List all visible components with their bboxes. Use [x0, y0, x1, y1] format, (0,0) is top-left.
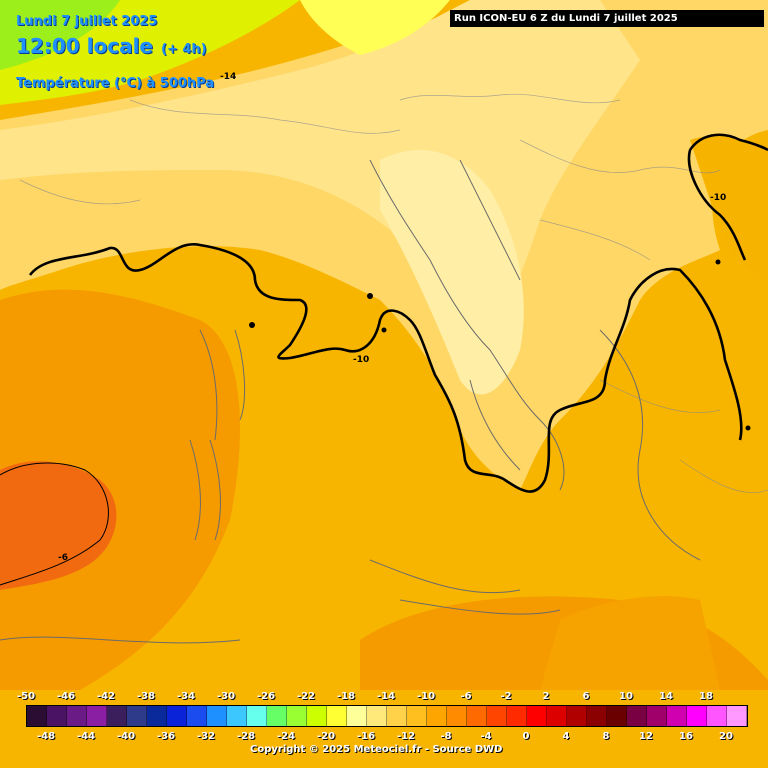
legend-bottom-label: -40 [116, 731, 136, 742]
legend-swatch [27, 706, 47, 726]
legend-top-label: -2 [500, 691, 512, 702]
warm-blob-west [0, 461, 117, 590]
legend-bottom-label: -20 [316, 731, 336, 742]
legend-bottom-label: -16 [356, 731, 376, 742]
legend-swatch [107, 706, 127, 726]
legend-top-label: -10 [416, 691, 436, 702]
legend-swatch [227, 706, 247, 726]
legend-bottom-label: -24 [276, 731, 296, 742]
cool-area-adriatic [380, 150, 524, 395]
legend-swatch [167, 706, 187, 726]
legend-swatch [67, 706, 87, 726]
legend-bottom-label: -28 [236, 731, 256, 742]
legend-swatch [547, 706, 567, 726]
legend-swatch [367, 706, 387, 726]
legend-top-label: 18 [699, 691, 713, 702]
legend-swatch [567, 706, 587, 726]
legend-swatch [147, 706, 167, 726]
coastlines [0, 159, 701, 644]
map-dots [249, 259, 751, 431]
legend-swatch [627, 706, 647, 726]
legend-swatch [247, 706, 267, 726]
legend-swatch [287, 706, 307, 726]
run-info-banner: Run ICON-EU 6 Z du Lundi 7 juillet 2025 [450, 10, 764, 27]
legend-top-label: -26 [256, 691, 276, 702]
legend-swatch [687, 706, 707, 726]
legend-top-label: -50 [16, 691, 36, 702]
legend-bottom-label: -48 [36, 731, 56, 742]
legend-top-label: -42 [96, 691, 116, 702]
legend-bottom-label: 12 [639, 731, 653, 742]
contour-label: -10 [353, 355, 370, 365]
borders [19, 93, 768, 494]
legend-swatch [647, 706, 667, 726]
legend-top-label: 10 [619, 691, 633, 702]
cold-area-north [300, 0, 450, 55]
legend-swatch [187, 706, 207, 726]
legend-swatch [327, 706, 347, 726]
legend-swatch [587, 706, 607, 726]
legend-swatch [727, 706, 747, 726]
warm-area-west [0, 289, 240, 690]
isotherm-minus-10-east [687, 133, 768, 261]
legend-swatch [527, 706, 547, 726]
legend-top-label: -18 [336, 691, 356, 702]
legend-swatch [467, 706, 487, 726]
map-date-title: Lundi 7 juillet 2025 [16, 14, 158, 29]
legend-swatch [87, 706, 107, 726]
legend-bottom-label: -32 [196, 731, 216, 742]
legend-top-label: 14 [659, 691, 673, 702]
map-parameter-title: Température (°C) à 500hPa [16, 76, 215, 91]
legend-bottom-label: 8 [602, 731, 610, 742]
contour-label: -10 [710, 193, 727, 203]
hour-label: 12:00 locale [16, 34, 153, 58]
legend-bottom-label: -4 [480, 731, 492, 742]
legend-top-label: -14 [376, 691, 396, 702]
legend-top-label: -46 [56, 691, 76, 702]
legend-swatch [487, 706, 507, 726]
contour-label: -14 [220, 72, 237, 82]
cold-area-corner [0, 0, 120, 70]
copyright-text: Copyright © 2025 Meteociel.fr - Source D… [250, 744, 503, 755]
legend-swatch [427, 706, 447, 726]
legend-top-label: -22 [296, 691, 316, 702]
legend-bottom-label: 4 [562, 731, 570, 742]
legend-bottom-label: -36 [156, 731, 176, 742]
legend-swatch [407, 706, 427, 726]
warm-area-east [690, 135, 768, 280]
legend-swatch [447, 706, 467, 726]
legend-swatch [307, 706, 327, 726]
legend-swatch [667, 706, 687, 726]
legend-top-label: 6 [582, 691, 590, 702]
legend-swatch [387, 706, 407, 726]
legend-swatch [267, 706, 287, 726]
legend-swatch [207, 706, 227, 726]
isotherm-minus-10 [28, 243, 743, 493]
legend-bottom-label: 20 [719, 731, 733, 742]
legend-top-label: 2 [542, 691, 550, 702]
legend-swatch [707, 706, 727, 726]
legend-bottom-label: -12 [396, 731, 416, 742]
contour-label: -6 [58, 553, 68, 563]
warm-area-southeast [540, 596, 720, 690]
legend-color-bar [26, 705, 748, 727]
legend-bottom-label: -44 [76, 731, 96, 742]
legend-top-label: -30 [216, 691, 236, 702]
legend-swatch [607, 706, 627, 726]
legend-bottom-label: 0 [522, 731, 530, 742]
map-hour-title: 12:00 locale (+ 4h) [16, 34, 207, 58]
legend-top-label: -34 [176, 691, 196, 702]
legend-bottom-label: 16 [679, 731, 693, 742]
legend-swatch [507, 706, 527, 726]
legend-swatch [347, 706, 367, 726]
legend-top-label: -38 [136, 691, 156, 702]
legend-swatch [127, 706, 147, 726]
legend-swatch [47, 706, 67, 726]
legend-top-label: -6 [460, 691, 472, 702]
legend-bottom-label: -8 [440, 731, 452, 742]
isotherm-minus-6 [0, 462, 109, 586]
hour-offset: (+ 4h) [161, 42, 207, 57]
